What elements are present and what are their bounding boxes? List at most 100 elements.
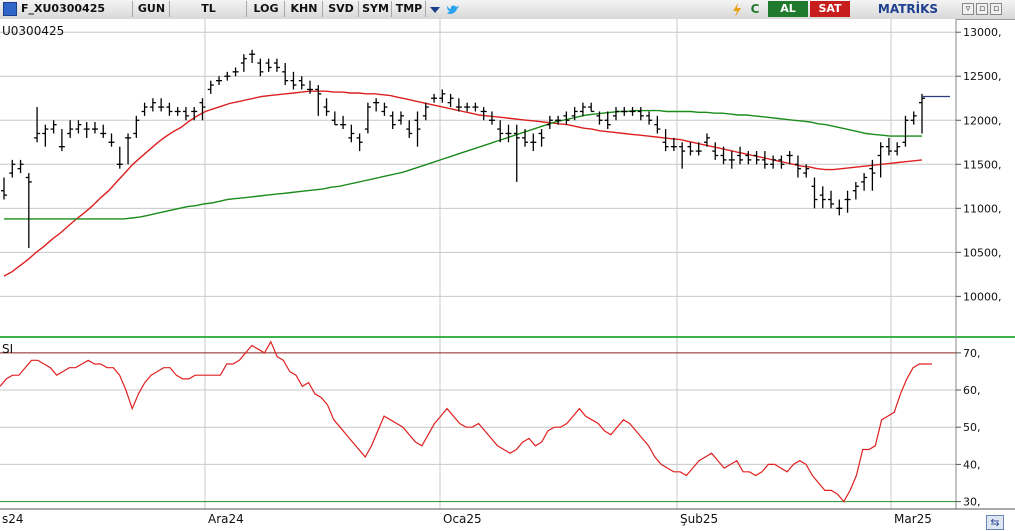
ohlc-bar bbox=[25, 173, 32, 248]
ohlc-bar bbox=[530, 133, 537, 152]
rsi-tick-label: 30, bbox=[963, 496, 981, 509]
sell-button[interactable]: SAT bbox=[810, 1, 850, 17]
ohlc-bar bbox=[571, 107, 578, 121]
time-axis-label: Oca25 bbox=[443, 512, 482, 526]
short-moving-average-line bbox=[3, 90, 923, 277]
time-axis-label: s24 bbox=[2, 512, 24, 526]
refresh-icon[interactable]: C bbox=[750, 2, 760, 16]
price-tick-label: 11500, bbox=[963, 158, 1002, 171]
ohlc-bar bbox=[207, 80, 214, 94]
ohlc-bar bbox=[794, 155, 801, 178]
ohlc-bar bbox=[356, 133, 363, 152]
ohlc-bar bbox=[257, 58, 264, 77]
ohlc-bar bbox=[546, 115, 553, 130]
price-tick-label: 10000, bbox=[963, 290, 1002, 303]
restore-icon[interactable]: ▫ bbox=[976, 3, 988, 15]
ohlc-bar bbox=[158, 98, 165, 112]
minimize-icon[interactable]: ▿ bbox=[962, 3, 974, 15]
ohlc-bar bbox=[828, 190, 835, 209]
ohlc-bar bbox=[455, 98, 462, 112]
ohlc-bar bbox=[637, 107, 644, 121]
ohlc-bar bbox=[340, 115, 347, 130]
ohlc-bar bbox=[422, 102, 429, 121]
chart-icon[interactable] bbox=[3, 2, 17, 16]
tmp-button[interactable]: TMP bbox=[393, 1, 426, 17]
ohlc-bar bbox=[100, 124, 107, 138]
price-tick-label: 10500, bbox=[963, 246, 1002, 259]
ohlc-bar bbox=[753, 151, 760, 165]
ohlc-bar bbox=[588, 102, 595, 113]
ohlc-bar bbox=[108, 133, 115, 147]
ohlc-bar bbox=[75, 120, 82, 134]
ohlc-bar bbox=[695, 142, 702, 156]
ohlc-bar bbox=[745, 151, 752, 165]
ohlc-bar bbox=[464, 102, 471, 112]
ohlc-bar bbox=[1, 177, 7, 200]
ohlc-bar bbox=[414, 111, 421, 147]
long-moving-average-line bbox=[4, 109, 922, 220]
ohlc-bar bbox=[538, 129, 545, 147]
ohlc-bar bbox=[307, 80, 313, 94]
ohlc-bar bbox=[381, 102, 388, 116]
ohlc-bar bbox=[348, 124, 355, 143]
ohlc-bar bbox=[563, 111, 570, 125]
ohlc-bar bbox=[282, 63, 289, 86]
ohlc-bar bbox=[290, 71, 297, 90]
ohlc-bar bbox=[315, 85, 322, 116]
symbol-selector[interactable]: F_XU0300425 bbox=[17, 1, 133, 17]
price-tick-label: 13000, bbox=[963, 26, 1002, 39]
ohlc-bar bbox=[703, 133, 710, 147]
ohlc-bar bbox=[373, 98, 380, 112]
ohlc-bar bbox=[116, 146, 123, 169]
price-chart[interactable]: 13000, 12500, 12000, 11500, 11000, 10500, 1000… bbox=[0, 19, 1015, 531]
ohlc-bar bbox=[182, 107, 189, 121]
ohlc-bar bbox=[125, 133, 132, 165]
time-axis-label: Şub25 bbox=[680, 512, 718, 526]
ohlc-bar bbox=[447, 93, 454, 108]
ohlc-bar bbox=[232, 67, 239, 77]
ohlc-bar bbox=[629, 107, 636, 116]
price-chart-title: U0300425 bbox=[2, 24, 64, 38]
ohlc-bar bbox=[836, 199, 843, 216]
ohlc-bar bbox=[513, 124, 520, 182]
ohlc-bar bbox=[265, 58, 272, 72]
ohlc-bar bbox=[852, 181, 859, 200]
ohlc-bar bbox=[166, 102, 173, 116]
ohlc-bar bbox=[191, 107, 198, 121]
time-axis-label: Mar25 bbox=[894, 512, 932, 526]
rsi-chart-title: SI bbox=[2, 342, 13, 356]
rsi-tick-label: 70, bbox=[963, 347, 981, 360]
ohlc-bar bbox=[397, 111, 404, 125]
price-tick-label: 12000, bbox=[963, 114, 1002, 127]
ohlc-bar bbox=[9, 159, 16, 178]
ohlc-bar bbox=[579, 102, 586, 116]
ohlc-bar bbox=[737, 146, 744, 165]
ohlc-bar bbox=[596, 111, 603, 125]
ohlc-bar bbox=[149, 98, 156, 112]
ohlc-bar bbox=[844, 190, 851, 213]
ohlc-bar bbox=[646, 111, 653, 125]
buy-button[interactable]: AL bbox=[768, 1, 808, 17]
khn-button[interactable]: KHN bbox=[286, 1, 323, 17]
dropdown-arrow-icon[interactable] bbox=[428, 2, 442, 16]
close-icon[interactable]: ▫ bbox=[990, 3, 1002, 15]
ohlc-bar bbox=[174, 107, 181, 116]
ohlc-bar bbox=[216, 76, 223, 86]
ohlc-bar bbox=[894, 142, 901, 156]
lightning-icon[interactable] bbox=[730, 2, 744, 17]
brand-logo: MATRİKS bbox=[877, 2, 939, 16]
scroll-sync-icon[interactable]: ⇆ bbox=[986, 515, 1004, 530]
log-button[interactable]: LOG bbox=[248, 1, 285, 17]
sym-button[interactable]: SYM bbox=[360, 1, 392, 17]
ohlc-bar bbox=[298, 76, 305, 90]
ohlc-bar bbox=[83, 122, 90, 138]
ohlc-bar bbox=[273, 58, 280, 72]
ohlc-bar bbox=[505, 124, 512, 143]
period-button[interactable]: GUN bbox=[134, 1, 170, 17]
rsi-tick-label: 60, bbox=[963, 384, 981, 397]
ohlc-bar bbox=[224, 71, 231, 81]
chart-toolbar: F_XU0300425 GUN TL LOG KHN SVD SYM TMP C… bbox=[0, 0, 1015, 20]
currency-button[interactable]: TL bbox=[171, 1, 247, 17]
svd-button[interactable]: SVD bbox=[324, 1, 359, 17]
twitter-icon[interactable] bbox=[446, 2, 460, 16]
